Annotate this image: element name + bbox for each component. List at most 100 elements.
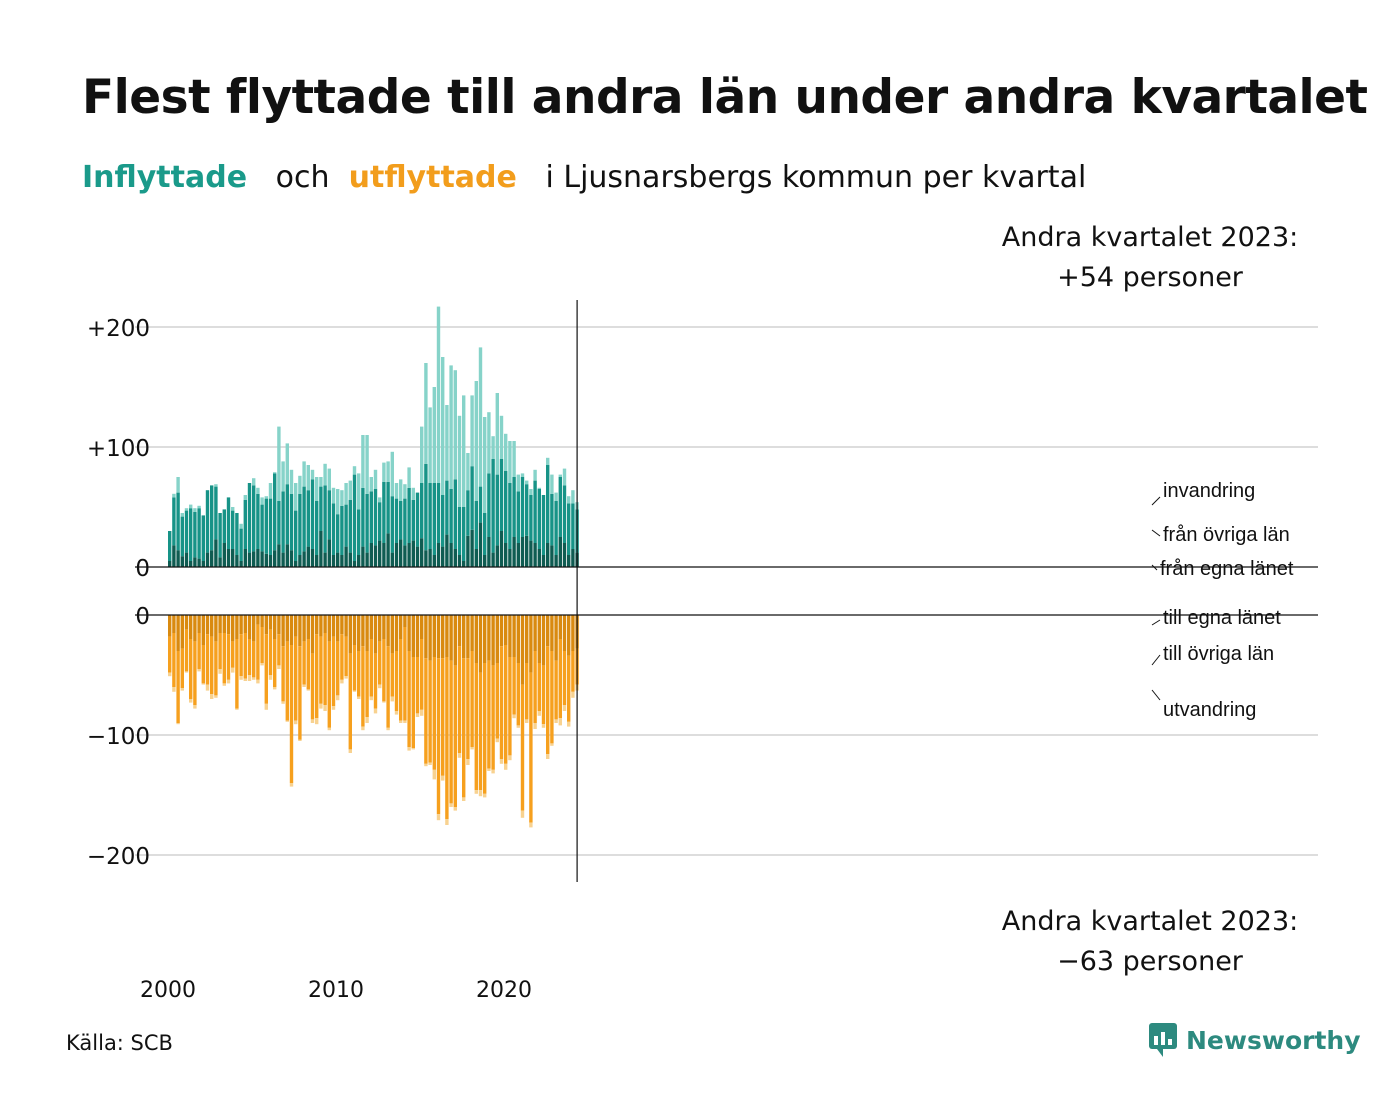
bar-out-other-counties	[474, 663, 478, 791]
bar-in-immigration	[298, 475, 302, 494]
bar-out-own-county	[487, 615, 491, 661]
bar-out-own-county	[369, 615, 373, 639]
bar-in-immigration	[357, 473, 361, 510]
bar-out-emigration	[428, 762, 432, 765]
bar-in-other-counties	[172, 497, 176, 546]
bar-out-own-county	[361, 615, 365, 647]
bar-in-own-county	[210, 550, 214, 567]
bar-in-immigration	[369, 477, 373, 492]
bar-in-immigration	[252, 478, 256, 486]
bar-out-emigration	[411, 748, 415, 750]
bar-in-other-counties	[369, 491, 373, 543]
brand-logo: Newsworthy	[1148, 1022, 1361, 1058]
bar-out-other-counties	[239, 634, 243, 677]
bar-in-immigration	[239, 523, 243, 529]
bar-in-own-county	[474, 549, 478, 567]
bar-out-other-counties	[529, 672, 533, 823]
bar-out-other-counties	[340, 634, 344, 680]
bar-in-other-counties	[168, 531, 172, 561]
bar-in-other-counties	[483, 513, 487, 555]
bar-out-own-county	[441, 615, 445, 659]
bar-in-other-counties	[554, 501, 558, 555]
bar-out-emigration	[222, 683, 226, 686]
bar-out-emigration	[499, 759, 504, 764]
bar-in-other-counties	[294, 510, 298, 561]
bar-in-own-county	[231, 549, 235, 567]
bar-in-immigration	[558, 474, 562, 477]
label-invandring-leader	[1151, 496, 1161, 506]
bar-in-other-counties	[176, 492, 180, 551]
bar-in-own-county	[567, 555, 571, 567]
bar-in-other-counties	[310, 479, 315, 549]
bar-out-own-county	[210, 615, 214, 637]
bar-in-other-counties	[231, 510, 235, 549]
bar-out-emigration	[243, 678, 247, 681]
bar-out-emigration	[285, 720, 289, 722]
bar-out-emigration	[281, 701, 285, 704]
bar-out-own-county	[184, 615, 189, 630]
bar-out-own-county	[457, 615, 462, 647]
y-tick-label-top: 0	[135, 556, 150, 582]
bar-in-own-county	[344, 546, 348, 567]
bar-in-own-county	[537, 549, 541, 567]
bar-out-own-county	[562, 615, 567, 651]
bar-in-other-counties	[415, 492, 420, 547]
bar-in-other-counties	[457, 507, 462, 555]
bar-in-immigration	[546, 457, 550, 465]
bar-out-other-counties	[252, 641, 256, 678]
x-tick-label: 2010	[308, 978, 364, 1000]
bar-in-immigration	[512, 441, 516, 477]
bar-out-own-county	[520, 615, 525, 685]
bar-out-own-county	[436, 615, 441, 659]
bar-in-other-counties	[508, 483, 512, 549]
bar-in-other-counties	[399, 501, 403, 540]
bar-in-own-county	[298, 555, 302, 567]
bar-in-other-counties	[348, 499, 352, 553]
bar-in-own-county	[331, 555, 336, 567]
bar-in-other-counties	[273, 473, 277, 551]
bar-out-own-county	[294, 615, 298, 637]
bar-out-other-counties	[411, 657, 415, 749]
bar-in-immigration	[499, 415, 504, 459]
bar-out-emigration	[571, 691, 575, 698]
bar-in-other-counties	[491, 459, 495, 553]
bar-out-other-counties	[281, 646, 285, 702]
bar-in-own-county	[369, 543, 373, 567]
bar-out-emigration	[352, 690, 357, 692]
bar-out-own-county	[189, 615, 193, 639]
bar-in-other-counties	[432, 483, 436, 555]
bar-out-other-counties	[415, 657, 420, 714]
bar-in-other-counties	[449, 489, 453, 543]
bar-out-other-counties	[449, 660, 453, 804]
bar-in-other-counties	[252, 485, 256, 552]
bar-in-own-county	[218, 557, 222, 567]
bar-in-immigration	[176, 477, 180, 493]
bar-out-other-counties	[462, 658, 466, 798]
bar-out-other-counties	[491, 665, 495, 770]
bar-out-own-county	[483, 615, 487, 663]
chart-svg: +200 +100 0 0 −100 −200 2000 2010 2020 invandring…	[87, 300, 1318, 1000]
bar-in-immigration	[399, 479, 403, 501]
bar-in-immigration	[562, 468, 567, 486]
bar-in-immigration	[197, 505, 201, 509]
bar-out-own-county	[172, 615, 176, 633]
bar-out-emigration	[533, 723, 537, 729]
bar-in-other-counties	[336, 514, 340, 553]
bar-in-own-county	[550, 545, 554, 567]
bar-out-other-counties	[520, 684, 525, 811]
bar-in-immigration	[386, 461, 390, 482]
newsworthy-icon	[1149, 1023, 1177, 1057]
bar-out-own-county	[323, 615, 327, 633]
bar-out-own-county	[247, 615, 252, 639]
y-tick-label-bottom: 0	[135, 604, 150, 630]
bar-in-other-counties	[323, 485, 327, 553]
bar-out-other-counties	[508, 657, 512, 756]
bar-in-own-county	[172, 545, 176, 567]
bar-in-own-county	[466, 535, 470, 567]
bar-in-other-counties	[558, 477, 562, 537]
bar-in-immigration	[340, 490, 344, 506]
label-till-ovriga-lan-leader	[1151, 654, 1161, 666]
bar-out-own-county	[319, 615, 323, 637]
bar-in-other-counties	[495, 474, 499, 546]
bar-in-own-county	[394, 543, 399, 567]
